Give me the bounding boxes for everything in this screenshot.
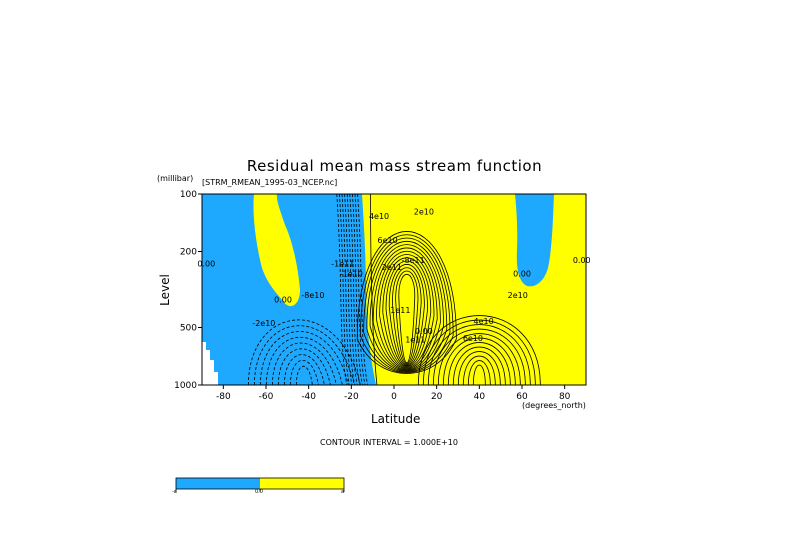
contour-labels: 0.00 -2e10 0.00 -8e10 -1e11-1e10 4e10 6e10 2e10… bbox=[197, 207, 590, 344]
contour-label: 4e10 bbox=[473, 317, 493, 326]
contour-label: 0.00 bbox=[573, 256, 591, 265]
x-axis-units: (degrees_north) bbox=[522, 401, 586, 410]
y-axis-ticks: 100 200 500 1000 bbox=[174, 190, 202, 391]
negative-contour bbox=[266, 336, 343, 385]
x-tick-label: -80 bbox=[216, 392, 231, 402]
y-tick-label: 100 bbox=[180, 190, 197, 200]
negative-contour bbox=[352, 194, 363, 385]
x-tick-label: 60 bbox=[516, 392, 528, 402]
negative-contour bbox=[354, 194, 366, 385]
negative-contour bbox=[248, 319, 361, 385]
x-tick-label: -60 bbox=[259, 392, 274, 402]
positive-contour bbox=[467, 360, 491, 385]
contour-label: -1e11 bbox=[331, 260, 354, 269]
contour-label: 1e11 bbox=[405, 336, 425, 345]
positive-contour bbox=[472, 364, 486, 385]
positive-contour bbox=[447, 342, 511, 385]
positive-contour bbox=[442, 337, 516, 385]
contour-label: 6e10 bbox=[463, 334, 483, 343]
contour-label: 4e10 bbox=[369, 212, 389, 221]
colorbar-label-mid: 0.0 bbox=[255, 489, 263, 495]
colorbar-segment bbox=[176, 478, 260, 489]
positive-contour bbox=[366, 240, 448, 372]
plot-area bbox=[202, 194, 586, 385]
y-axis-units: (millibar) bbox=[157, 174, 194, 183]
positive-contour bbox=[360, 234, 454, 373]
positive-contour bbox=[379, 254, 435, 369]
contour-interval-text: CONTOUR INTERVAL = 1.000E+10 bbox=[320, 438, 458, 447]
negative-contour bbox=[284, 354, 325, 385]
x-tick-label: 80 bbox=[559, 392, 571, 402]
contour-lines bbox=[248, 194, 541, 385]
positive-contour bbox=[398, 274, 416, 364]
x-tick-label: 0 bbox=[391, 392, 397, 402]
contour-label: 6e10 bbox=[377, 236, 397, 245]
negative-contour bbox=[344, 194, 355, 385]
x-axis-ticks: -80 -60 -40 -20 0 20 40 60 80 bbox=[216, 385, 571, 402]
positive-contour bbox=[432, 328, 526, 385]
negative-contour bbox=[336, 194, 348, 385]
negative-contour bbox=[346, 194, 358, 385]
positive-contour bbox=[452, 346, 506, 385]
x-tick-label: -40 bbox=[301, 392, 316, 402]
negative-contour bbox=[272, 342, 337, 385]
positive-contour bbox=[422, 319, 536, 385]
positive-contour bbox=[437, 333, 521, 385]
positive-contour bbox=[417, 315, 541, 385]
negative-fill-region bbox=[202, 194, 376, 385]
x-tick-label: -20 bbox=[344, 392, 359, 402]
negative-contour bbox=[357, 194, 368, 385]
contour-label: -8e11 bbox=[402, 256, 425, 265]
contour-label: 2e10 bbox=[414, 207, 434, 216]
positive-contour bbox=[372, 247, 441, 370]
x-axis-label: Latitude bbox=[371, 412, 421, 426]
positive-contour bbox=[363, 237, 451, 372]
contour-label: 0.00 bbox=[274, 296, 292, 305]
y-tick-label: 200 bbox=[180, 247, 197, 257]
contour-label: -8e10 bbox=[301, 291, 324, 300]
chart-subtitle: [STRM_RMEAN_1995-03_NCEP.nc] bbox=[202, 178, 338, 187]
colorbar-label-min: -a bbox=[172, 489, 177, 495]
y-tick-label: 1000 bbox=[174, 381, 197, 391]
missing-data-region bbox=[202, 342, 218, 385]
negative-contour bbox=[260, 331, 349, 385]
contour-label: 0.00 bbox=[197, 260, 215, 269]
positive-contour bbox=[388, 264, 425, 366]
negative-contour bbox=[341, 194, 353, 385]
positive-contour bbox=[385, 260, 429, 367]
negative-contour bbox=[254, 325, 355, 385]
negative-contour bbox=[296, 365, 313, 385]
x-tick-label: 20 bbox=[431, 392, 443, 402]
negative-fill-region-north bbox=[515, 194, 554, 287]
positive-contour bbox=[382, 257, 432, 368]
contour-label: 2e11 bbox=[382, 263, 402, 272]
contour-label: 0.00 bbox=[513, 269, 531, 278]
negative-contour bbox=[290, 360, 319, 385]
contour-label: 2e10 bbox=[508, 291, 528, 300]
contour-label: 0.00 bbox=[415, 327, 433, 336]
negative-contour bbox=[278, 348, 331, 385]
zero-contour bbox=[370, 194, 378, 385]
positive-contour bbox=[457, 351, 501, 385]
positive-contour bbox=[376, 250, 438, 369]
x-tick-label: 40 bbox=[474, 392, 486, 402]
colorbar-segment bbox=[260, 478, 344, 489]
chart-title: Residual mean mass stream function bbox=[246, 157, 543, 175]
positive-contour bbox=[427, 324, 531, 385]
positive-contour bbox=[395, 270, 419, 364]
y-tick-label: 500 bbox=[180, 324, 197, 334]
colorbar-label-max: a bbox=[341, 489, 345, 495]
contour-label: -1e10 bbox=[340, 269, 363, 278]
positive-contour bbox=[392, 267, 422, 365]
positive-contour bbox=[356, 231, 457, 374]
positive-contour bbox=[462, 355, 496, 385]
contour-label: 1e11 bbox=[390, 306, 410, 315]
colorbar bbox=[175, 477, 345, 492]
negative-contour bbox=[349, 194, 361, 385]
negative-contour bbox=[339, 194, 350, 385]
contour-label: -2e10 bbox=[252, 319, 275, 328]
positive-contour bbox=[369, 244, 445, 371]
